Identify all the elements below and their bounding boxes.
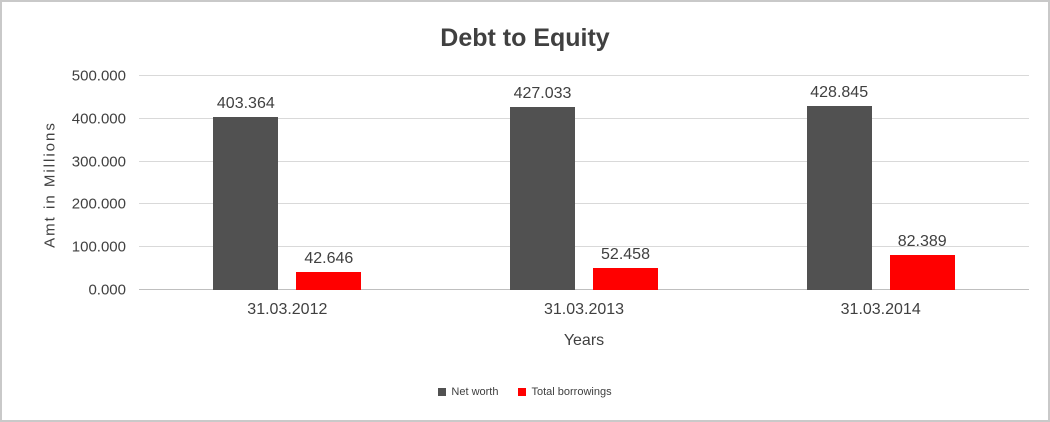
x-axis-labels: 31.03.2012 31.03.2013 31.03.2014 — [139, 301, 1029, 319]
x-axis-title: Years — [563, 332, 605, 349]
bar-group: 427.033 52.458 — [436, 76, 733, 290]
bar-group: 428.845 82.389 — [732, 76, 1029, 290]
gridline — [139, 203, 1029, 205]
bar-net-worth: 428.845 — [806, 84, 872, 290]
legend: Net worth Total borrowings — [2, 386, 1048, 398]
gridline — [139, 289, 1029, 290]
y-axis-tick-label: 0.000 — [88, 281, 126, 299]
bar-groups: 403.364 42.646 427.033 52.458 428.845 82.389 — [139, 76, 1029, 290]
gridline — [139, 160, 1029, 162]
y-axis-tick-label: 200.000 — [71, 195, 126, 213]
bar-group: 403.364 42.646 — [139, 76, 436, 290]
bar-value-label: 52.458 — [601, 245, 650, 263]
y-axis-ticks: 0.000 100.000 200.000 300.000 400.000 500.000 — [30, 68, 130, 299]
y-axis-tick-label: 500.000 — [71, 67, 126, 85]
legend-label: Total borrowings — [531, 386, 612, 398]
y-axis-tick-label: 300.000 — [71, 153, 126, 171]
bar-total-borrowings: 42.646 — [296, 250, 362, 290]
y-axis-tick-label: 400.000 — [71, 110, 126, 128]
gridline — [139, 117, 1029, 119]
legend-item-net-worth: Net worth — [438, 386, 498, 398]
bar-value-label: 42.646 — [304, 249, 354, 267]
chart-title: Debt to Equity — [440, 24, 610, 52]
bar-value-label: 427.033 — [513, 85, 572, 103]
legend-item-total-borrowings: Total borrowings — [518, 386, 612, 398]
bar-value-label: 403.364 — [216, 95, 275, 113]
gridline — [139, 246, 1029, 248]
plot-area: 403.364 42.646 427.033 52.458 428.845 82.389 — [139, 75, 1029, 290]
x-axis-category-label: 31.03.2012 — [247, 301, 328, 318]
y-axis-tick-label: 100.000 — [71, 238, 126, 256]
legend-swatch-icon — [518, 388, 527, 396]
legend-swatch-icon — [438, 388, 447, 396]
bar-value-label: 428.845 — [810, 84, 869, 102]
legend-label: Net worth — [451, 386, 499, 398]
x-axis-category-label: 31.03.2013 — [543, 301, 625, 318]
x-axis-category-label: 31.03.2014 — [840, 301, 921, 318]
bar-net-worth: 403.364 — [213, 95, 279, 290]
bar-net-worth: 427.033 — [510, 85, 575, 290]
bar-total-borrowings: 52.458 — [593, 246, 658, 290]
bar-value-label: 82.389 — [897, 232, 947, 250]
bar-total-borrowings: 82.389 — [889, 233, 955, 290]
gridline — [139, 75, 1029, 76]
